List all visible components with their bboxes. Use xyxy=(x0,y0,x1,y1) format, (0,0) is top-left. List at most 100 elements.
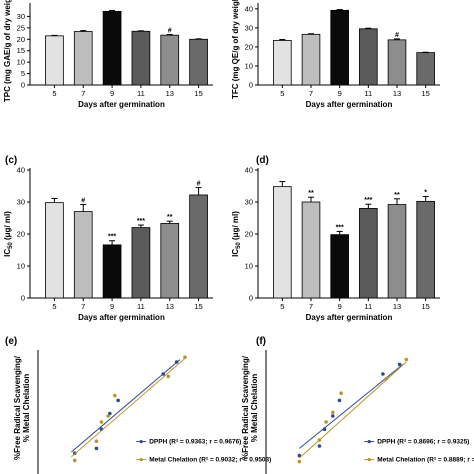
y-tick-label-a: 0 xyxy=(21,81,25,90)
x-axis-label-a: Days after germination xyxy=(78,100,165,109)
bar-b-15 xyxy=(416,52,435,86)
y-tick-label-a: 10 xyxy=(17,58,25,67)
y-tick-label-c: 20 xyxy=(17,230,25,239)
legend-entry-e-0: DPPH (R² = 0.9363; r = 0.9676) xyxy=(149,439,241,446)
y-tick-label-d: 10 xyxy=(245,262,253,271)
bar-c-13 xyxy=(160,223,180,299)
x-tick-label-c-9: 9 xyxy=(110,302,114,311)
point-e-1-1 xyxy=(94,439,99,444)
legend-marker-e-1 xyxy=(139,458,143,462)
point-f-0-0 xyxy=(297,453,302,458)
x-tick-label-d-11: 11 xyxy=(364,302,372,311)
point-f-0-4 xyxy=(337,398,342,403)
y-tick-label-a: 20 xyxy=(17,35,25,44)
bar-b-13 xyxy=(387,39,407,86)
y-tick-label-a: 30 xyxy=(17,12,25,21)
point-f-1-3 xyxy=(331,410,335,415)
point-f-0-5 xyxy=(381,372,385,376)
x-axis-label-b: Days after germination xyxy=(306,100,393,109)
y-axis-label-e: %Free Radical Scavenging/% Metal Chelati… xyxy=(13,355,31,460)
y-tick-label-c: 0 xyxy=(21,294,25,303)
bar-d-7 xyxy=(301,201,321,299)
significance-mark-b-13: # xyxy=(395,32,399,39)
y-tick-label-d: 20 xyxy=(245,230,253,239)
bar-c-11 xyxy=(131,227,151,299)
point-e-1-2 xyxy=(99,420,104,424)
bar-b-5 xyxy=(273,40,292,86)
bar-d-9 xyxy=(330,234,349,299)
bar-a-13 xyxy=(160,34,180,86)
legend-entry-e-1: Metal Chelation (R² = 0.9032; r = 0.9503… xyxy=(149,457,271,464)
y-tick-label-b: 10 xyxy=(245,61,253,70)
x-tick-label-a-11: 11 xyxy=(137,89,145,98)
y-axis-label-a: TPC (mg GAE/g of dry weight) xyxy=(3,0,12,102)
y-tick-label-d: 0 xyxy=(249,294,253,303)
bar-b-9 xyxy=(330,9,349,86)
x-tick-label-d-7: 7 xyxy=(309,302,313,311)
bar-a-9 xyxy=(102,10,122,86)
y-tick-label-d: 40 xyxy=(245,166,253,175)
bar-c-15 xyxy=(189,194,208,299)
x-tick-label-a-15: 15 xyxy=(194,89,202,98)
x-tick-label-c-11: 11 xyxy=(137,302,145,311)
panel-label-e: (e) xyxy=(5,336,17,347)
y-tick-label-c: 30 xyxy=(17,198,25,207)
x-axis-label-c: Days after germination xyxy=(78,313,165,322)
significance-mark-c-15: # xyxy=(197,181,201,188)
y-tick-label-c: 40 xyxy=(17,166,25,175)
bar-c-5 xyxy=(45,202,64,299)
x-axis-label-d: Days after germination xyxy=(306,313,393,322)
y-axis-label-f: %Free Radical Scavenging/% Metal Chelati… xyxy=(241,355,259,460)
point-f-0-3 xyxy=(331,414,335,418)
x-tick-label-b-15: 15 xyxy=(421,89,429,98)
point-e-1-6 xyxy=(183,355,187,360)
x-tick-label-d-5: 5 xyxy=(280,302,284,311)
bar-d-11 xyxy=(359,207,378,299)
y-tick-label-a: 5 xyxy=(21,69,25,78)
bar-a-5 xyxy=(45,35,64,86)
legend-marker-f-0 xyxy=(367,440,371,444)
y-tick-label-b: 30 xyxy=(245,23,253,32)
bar-d-13 xyxy=(387,204,407,299)
y-tick-label-b: 0 xyxy=(249,81,253,90)
x-tick-label-c-13: 13 xyxy=(166,302,174,311)
y-tick-label-a: 15 xyxy=(17,46,25,55)
panel-label-f: (f) xyxy=(256,336,266,347)
panel-label-d: (d) xyxy=(256,155,269,166)
significance-mark-c-9: *** xyxy=(108,234,116,241)
point-f-1-0 xyxy=(297,459,302,464)
y-axis-label-d: IC50 (μg/ ml) xyxy=(231,211,242,257)
y-tick-label-b: 20 xyxy=(245,42,253,51)
point-f-1-4 xyxy=(339,391,343,396)
x-tick-label-c-5: 5 xyxy=(52,302,56,311)
x-tick-label-b-11: 11 xyxy=(364,89,372,98)
y-tick-label-c: 10 xyxy=(17,262,25,271)
significance-mark-a-13: # xyxy=(168,27,172,34)
x-tick-label-b-13: 13 xyxy=(393,89,401,98)
legend-marker-e-0 xyxy=(139,440,143,444)
y-tick-label-a: 25 xyxy=(17,23,25,32)
significance-mark-d-15: * xyxy=(424,190,427,197)
legend-entry-f-0: DPPH (R² = 0.8696; r = 0.9325) xyxy=(377,439,469,446)
bar-d-5 xyxy=(273,186,292,299)
bar-c-9 xyxy=(102,244,122,299)
x-tick-label-c-15: 15 xyxy=(194,302,202,311)
significance-mark-c-7: # xyxy=(81,198,85,205)
point-e-0-5 xyxy=(161,372,166,376)
y-tick-label-d: 30 xyxy=(245,198,253,207)
fit-line-f-0 xyxy=(299,364,404,449)
bar-a-15 xyxy=(189,38,208,86)
x-tick-label-a-13: 13 xyxy=(166,89,174,98)
point-f-1-1 xyxy=(317,438,322,442)
bar-a-7 xyxy=(73,31,93,86)
bar-b-7 xyxy=(301,33,321,86)
significance-mark-d-9: *** xyxy=(336,224,344,231)
y-tick-label-b: 40 xyxy=(245,4,253,13)
y-axis-label-b: TFC (mg QE/g of dry weight) xyxy=(231,0,240,99)
point-e-1-4 xyxy=(113,393,117,398)
significance-mark-c-11: *** xyxy=(137,218,145,225)
bar-d-15 xyxy=(416,200,435,299)
significance-mark-d-11: *** xyxy=(364,197,372,204)
x-tick-label-c-7: 7 xyxy=(81,302,85,311)
point-f-1-2 xyxy=(324,420,328,424)
